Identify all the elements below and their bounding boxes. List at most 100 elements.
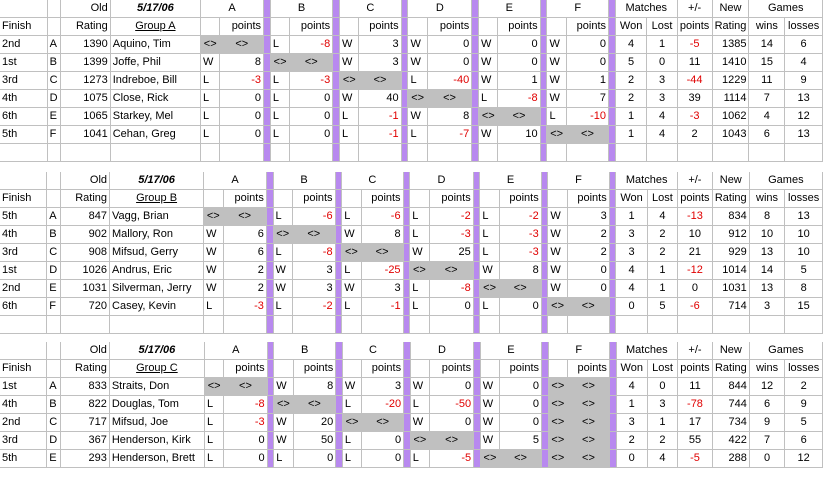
new-rating-header[interactable]: New — [712, 342, 750, 360]
opponent-column-header[interactable]: F — [547, 172, 610, 190]
player-letter-cell[interactable]: A — [46, 207, 61, 226]
column-separator[interactable] — [473, 342, 481, 360]
player-name-cell[interactable]: Mifsud, Joe — [109, 413, 205, 432]
lost-header[interactable]: Lost — [647, 189, 678, 208]
column-separator[interactable] — [266, 297, 274, 316]
column-separator[interactable] — [473, 243, 481, 262]
result-cell[interactable]: W — [546, 53, 567, 72]
result-cell[interactable]: L — [200, 125, 221, 144]
opponent-column-header[interactable]: D — [410, 342, 475, 360]
won-cell[interactable]: 0 — [616, 449, 648, 468]
plusminus-cell[interactable]: -3 — [677, 107, 713, 126]
column-separator[interactable] — [609, 189, 617, 208]
won-cell[interactable]: 4 — [615, 279, 648, 298]
old-rating-cell[interactable]: 833 — [60, 377, 110, 396]
points-cell[interactable]: 0 — [429, 413, 475, 432]
result-cell[interactable]: <> — [548, 377, 569, 396]
column-separator[interactable] — [335, 359, 343, 378]
points-cell[interactable]: 0 — [566, 53, 610, 72]
cell[interactable] — [499, 315, 542, 334]
points-cell[interactable]: <> — [567, 431, 610, 450]
column-separator[interactable] — [473, 279, 481, 298]
column-separator[interactable] — [335, 413, 343, 432]
finish-header[interactable]: Finish — [0, 359, 48, 378]
result-cell[interactable]: L — [409, 207, 430, 226]
points-header[interactable]: points — [289, 17, 334, 36]
points-cell[interactable]: 0 — [219, 89, 265, 108]
result-cell[interactable]: W — [547, 207, 568, 226]
column-separator[interactable] — [471, 35, 480, 54]
cell[interactable] — [46, 172, 61, 190]
column-separator[interactable] — [335, 395, 343, 414]
opponent-column-header[interactable]: D — [409, 172, 474, 190]
column-separator[interactable] — [471, 71, 480, 90]
new-rating-header[interactable]: New — [712, 172, 750, 190]
new-rating-sub-header[interactable]: Rating — [712, 359, 750, 378]
points-header[interactable]: points — [358, 17, 402, 36]
result-cell[interactable]: L — [341, 207, 362, 226]
losses-cell[interactable]: 10 — [784, 225, 823, 244]
losses-cell[interactable]: 12 — [784, 449, 823, 468]
column-separator[interactable] — [471, 0, 480, 18]
points-cell[interactable]: -5 — [429, 449, 475, 468]
column-separator[interactable] — [540, 143, 548, 162]
won-header[interactable]: Won — [616, 359, 648, 378]
player-name-cell[interactable]: Straits, Don — [109, 377, 205, 396]
player-name-cell[interactable]: Aquino, Tim — [110, 35, 202, 54]
plusminus-cell[interactable]: 10 — [677, 225, 713, 244]
column-separator[interactable] — [609, 243, 617, 262]
column-separator[interactable] — [541, 342, 549, 360]
finish-cell[interactable]: 3rd — [0, 431, 48, 450]
lost-cell[interactable]: 4 — [647, 207, 678, 226]
new-rating-cell[interactable]: 1229 — [712, 71, 750, 90]
finish-cell[interactable]: 2nd — [0, 413, 48, 432]
points-cell[interactable]: 6 — [223, 225, 267, 244]
column-separator[interactable] — [335, 172, 343, 190]
column-separator[interactable] — [332, 17, 341, 36]
points-cell[interactable]: -2 — [499, 207, 542, 226]
points-cell[interactable]: <> — [429, 261, 474, 280]
player-letter-cell[interactable]: B — [46, 225, 61, 244]
result-cell[interactable]: W — [341, 225, 362, 244]
points-cell[interactable]: 0 — [499, 413, 542, 432]
cell[interactable] — [273, 359, 294, 378]
result-cell[interactable]: W — [273, 377, 294, 396]
group-name[interactable]: Group B — [109, 189, 205, 208]
plusminus-cell[interactable]: 39 — [677, 89, 713, 108]
points-cell[interactable]: 0 — [427, 53, 473, 72]
lost-cell[interactable]: 1 — [647, 413, 679, 432]
points-header[interactable]: points — [567, 359, 610, 378]
lost-cell[interactable]: 4 — [647, 449, 679, 468]
plusminus-cell[interactable]: 0 — [677, 279, 713, 298]
finish-cell[interactable]: 1st — [0, 377, 48, 396]
opponent-column-header[interactable]: E — [479, 172, 542, 190]
cell[interactable] — [646, 143, 678, 162]
points-cell[interactable]: -2 — [292, 297, 336, 316]
points-cell[interactable]: 0 — [567, 261, 610, 280]
result-cell[interactable]: W — [407, 107, 428, 126]
result-cell[interactable]: <> — [410, 431, 431, 450]
result-cell[interactable]: W — [341, 279, 362, 298]
column-separator[interactable] — [541, 413, 549, 432]
result-cell[interactable]: L — [410, 395, 431, 414]
lost-cell[interactable]: 2 — [647, 431, 679, 450]
column-separator[interactable] — [609, 431, 617, 450]
won-cell[interactable]: 2 — [615, 89, 648, 108]
lost-cell[interactable]: 3 — [646, 89, 678, 108]
column-separator[interactable] — [403, 431, 411, 450]
result-cell[interactable]: W — [547, 225, 568, 244]
cell[interactable] — [46, 342, 61, 360]
result-cell[interactable]: W — [546, 89, 567, 108]
cell[interactable] — [647, 315, 678, 334]
column-separator[interactable] — [473, 413, 481, 432]
column-separator[interactable] — [267, 377, 275, 396]
column-separator[interactable] — [471, 17, 480, 36]
result-cell[interactable]: L — [270, 71, 291, 90]
points-cell[interactable]: 0 — [499, 395, 542, 414]
points-header[interactable]: points — [292, 189, 336, 208]
losses-header[interactable]: losses — [784, 359, 823, 378]
losses-cell[interactable]: 9 — [784, 71, 823, 90]
player-name-cell[interactable]: Indreboe, Bill — [110, 71, 202, 90]
points-cell[interactable]: 50 — [293, 431, 337, 450]
points-cell[interactable]: 20 — [293, 413, 337, 432]
